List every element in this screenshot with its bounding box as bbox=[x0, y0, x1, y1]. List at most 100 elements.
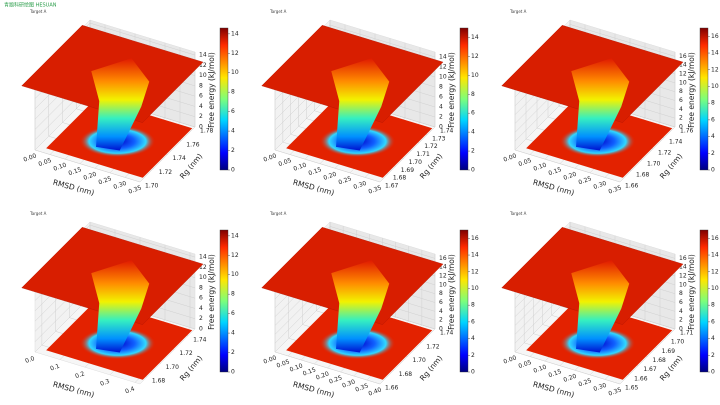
x-axis-label: RMSD (nm) bbox=[532, 380, 575, 400]
z-tick-label: 2 bbox=[199, 113, 203, 120]
colorbar-tick-label: 10 bbox=[711, 83, 719, 90]
colorbar-tick-label: 8 bbox=[711, 100, 715, 107]
colorbar-tick-label: 2 bbox=[711, 352, 715, 359]
x-tick-label: 0.4 bbox=[124, 385, 136, 395]
x-tick-label: 0.25 bbox=[328, 374, 343, 385]
colorbar-tick-label: 8 bbox=[471, 302, 475, 309]
energy-funnel bbox=[331, 260, 390, 353]
x-tick-label: 0.20 bbox=[563, 373, 578, 384]
z-tick-label: 12 bbox=[199, 62, 207, 69]
x-axis-label: RMSD (nm) bbox=[52, 380, 95, 400]
y-tick-label: 1.66 bbox=[634, 375, 648, 382]
colorbar-tick-label: 12 bbox=[471, 53, 479, 60]
colorbar-tick-label: 10 bbox=[471, 285, 479, 292]
plot-title: Target A bbox=[509, 211, 527, 216]
x-tick-label: 0.25 bbox=[98, 175, 113, 186]
colorbar-tick-label: 8 bbox=[711, 302, 715, 309]
z-tick-label: 8 bbox=[679, 88, 683, 95]
x-tick-label: 0.30 bbox=[341, 378, 356, 389]
energy-funnel bbox=[571, 260, 630, 353]
colorbar-tick-label: 12 bbox=[711, 66, 719, 73]
z-tick-label: 16 bbox=[679, 255, 687, 262]
energy-funnel bbox=[331, 58, 390, 151]
x-tick-label: 0.40 bbox=[368, 386, 383, 397]
colorbar-tick-label: 4 bbox=[711, 133, 715, 140]
colorbar-tick-label: 8 bbox=[471, 91, 475, 98]
z-tick-label: 10 bbox=[679, 281, 687, 288]
colorbar-tick-label: 6 bbox=[471, 110, 475, 117]
x-tick-label: 0.3 bbox=[99, 378, 111, 388]
colorbar bbox=[699, 27, 709, 171]
colorbar bbox=[459, 229, 469, 373]
y-tick-label: 1.72 bbox=[179, 350, 193, 357]
x-tick-label: 0.00 bbox=[263, 354, 278, 365]
x-tick-label: 0.25 bbox=[338, 175, 353, 186]
y-tick-label: 1.67 bbox=[385, 183, 399, 190]
z-axis-label: Free energy (kJ/mol) bbox=[687, 52, 696, 128]
colorbar-tick-label: 12 bbox=[471, 268, 479, 275]
x-tick-label: 0.20 bbox=[83, 171, 98, 182]
z-tick-label: 0 bbox=[439, 326, 443, 333]
x-tick-label: 0.10 bbox=[533, 364, 548, 375]
x-tick-label: 0.20 bbox=[323, 171, 338, 182]
colorbar-tick-label: 16 bbox=[711, 235, 719, 242]
z-axis-label: Free energy (kJ/mol) bbox=[447, 254, 456, 330]
colorbar-tick-label: 6 bbox=[231, 108, 235, 115]
colorbar-tick-label: 6 bbox=[471, 318, 475, 325]
x-tick-label: 0.25 bbox=[578, 377, 593, 388]
x-tick-label: 0.20 bbox=[563, 171, 578, 182]
colorbar-tick-label: 16 bbox=[711, 33, 719, 40]
y-tick-label: 1.74 bbox=[440, 128, 454, 135]
x-tick-label: 0.30 bbox=[113, 180, 128, 191]
colorbar-tick-label: 10 bbox=[711, 285, 719, 292]
y-tick-label: 1.68 bbox=[636, 172, 650, 179]
z-tick-label: 12 bbox=[439, 64, 447, 71]
colorbar-tick-label: 16 bbox=[471, 235, 479, 242]
z-axis-label: Free energy (kJ/mol) bbox=[687, 254, 696, 330]
z-tick-label: 0 bbox=[679, 124, 683, 131]
y-tick-label: 1.70 bbox=[671, 339, 685, 346]
colorbar bbox=[699, 229, 709, 373]
colorbar-tick-label: 14 bbox=[231, 30, 239, 37]
z-tick-label: 14 bbox=[199, 254, 207, 261]
colorbar-tick-label: 0 bbox=[231, 167, 235, 174]
y-tick-label: 1.67 bbox=[643, 366, 657, 373]
z-tick-label: 12 bbox=[199, 264, 207, 271]
z-tick-label: 8 bbox=[199, 82, 203, 89]
x-tick-label: 0.20 bbox=[315, 370, 330, 381]
x-tick-label: 0.0 bbox=[24, 355, 36, 365]
z-tick-label: 4 bbox=[679, 106, 683, 113]
colorbar-tick-label: 10 bbox=[471, 72, 479, 79]
z-tick-label: 12 bbox=[679, 71, 687, 78]
z-tick-label: 4 bbox=[439, 104, 443, 111]
colorbar-tick-label: 0 bbox=[471, 369, 475, 376]
x-tick-label: 0.05 bbox=[518, 359, 533, 370]
colorbar bbox=[219, 27, 229, 171]
x-tick-label: 0.30 bbox=[353, 180, 368, 191]
y-tick-label: 1.68 bbox=[393, 175, 407, 182]
z-tick-label: 10 bbox=[679, 79, 687, 86]
plot-title: Target A bbox=[29, 211, 47, 216]
z-tick-label: 6 bbox=[439, 299, 443, 306]
z-tick-label: 2 bbox=[439, 114, 443, 121]
colorbar-tick-label: 6 bbox=[711, 116, 715, 123]
z-tick-label: 2 bbox=[679, 317, 683, 324]
z-tick-label: 12 bbox=[679, 273, 687, 280]
x-tick-label: 0.00 bbox=[263, 152, 278, 163]
colorbar-tick-label: 2 bbox=[471, 352, 475, 359]
x-tick-label: 0.35 bbox=[608, 386, 623, 397]
x-tick-label: 0.00 bbox=[503, 354, 518, 365]
z-tick-label: 8 bbox=[679, 290, 683, 297]
z-tick-label: 10 bbox=[199, 274, 207, 281]
colorbar-tick-label: 12 bbox=[231, 252, 239, 259]
y-tick-label: 1.70 bbox=[409, 159, 423, 166]
energy-funnel bbox=[91, 260, 150, 353]
z-tick-label: 0 bbox=[679, 326, 683, 333]
x-axis-label: RMSD (nm) bbox=[52, 178, 95, 198]
y-tick-label: 1.70 bbox=[145, 183, 159, 190]
colorbar-tick-label: 4 bbox=[711, 335, 715, 342]
z-tick-label: 10 bbox=[439, 74, 447, 81]
colorbar-tick-label: 2 bbox=[471, 148, 475, 155]
x-tick-label: 0.15 bbox=[308, 166, 323, 177]
x-tick-label: 0.1 bbox=[49, 363, 61, 373]
